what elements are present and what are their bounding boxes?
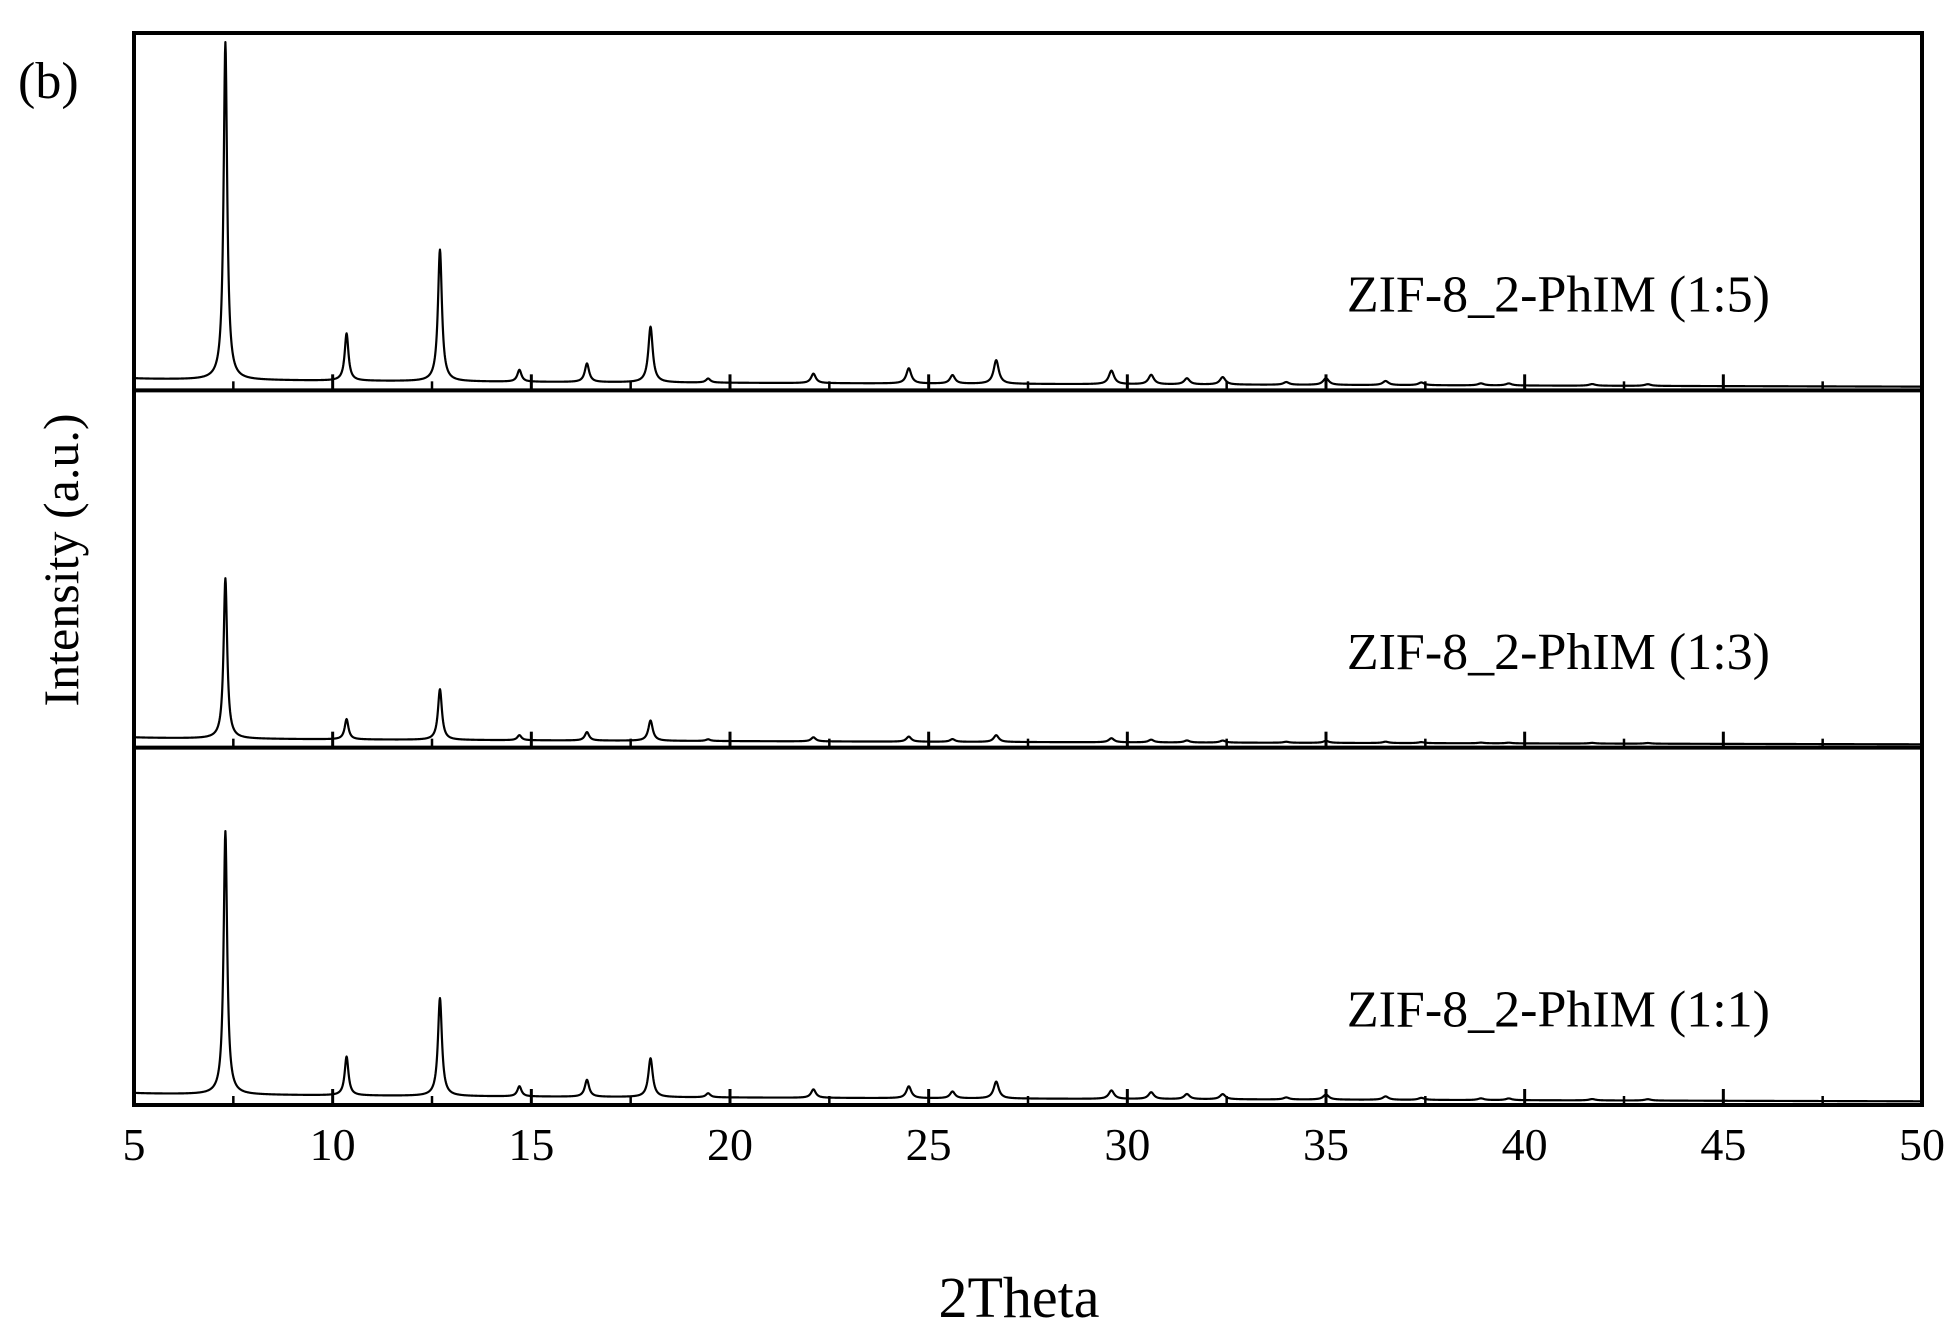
xrd-pattern-line — [133, 829, 1923, 1103]
plot-frame — [132, 31, 1924, 1107]
x-tick-label: 50 — [1899, 1119, 1945, 1170]
x-tick-label: 30 — [1104, 1119, 1150, 1170]
series-group: ZIF-8_2-PhIM (1:5) ZIF-8_2-PhIM (1:3) ZIF-… — [133, 41, 1923, 1103]
x-axis: 5 10 15 20 25 30 35 40 45 50 — [123, 1119, 1946, 1170]
series-label: ZIF-8_2-PhIM (1:5) — [1347, 267, 1770, 324]
x-tick-label: 20 — [707, 1119, 753, 1170]
plot-border — [132, 31, 1924, 1107]
x-tick-label: 35 — [1303, 1119, 1349, 1170]
x-tick-label: 15 — [508, 1119, 554, 1170]
x-tick-label: 45 — [1700, 1119, 1746, 1170]
x-tick-label: 5 — [123, 1119, 146, 1170]
x-tick-label: 25 — [906, 1119, 952, 1170]
series-label: ZIF-8_2-PhIM (1:1) — [1347, 981, 1770, 1038]
series-label: ZIF-8_2-PhIM (1:3) — [1347, 624, 1770, 681]
y-axis-label: Intensity (a.u.) — [33, 414, 89, 707]
x-tick-label: 40 — [1502, 1119, 1548, 1170]
panel-label: (b) — [18, 53, 79, 110]
xrd-pattern-line — [133, 41, 1923, 388]
x-axis-label: 2Theta — [938, 1265, 1099, 1330]
x-tick-label: 10 — [310, 1119, 356, 1170]
